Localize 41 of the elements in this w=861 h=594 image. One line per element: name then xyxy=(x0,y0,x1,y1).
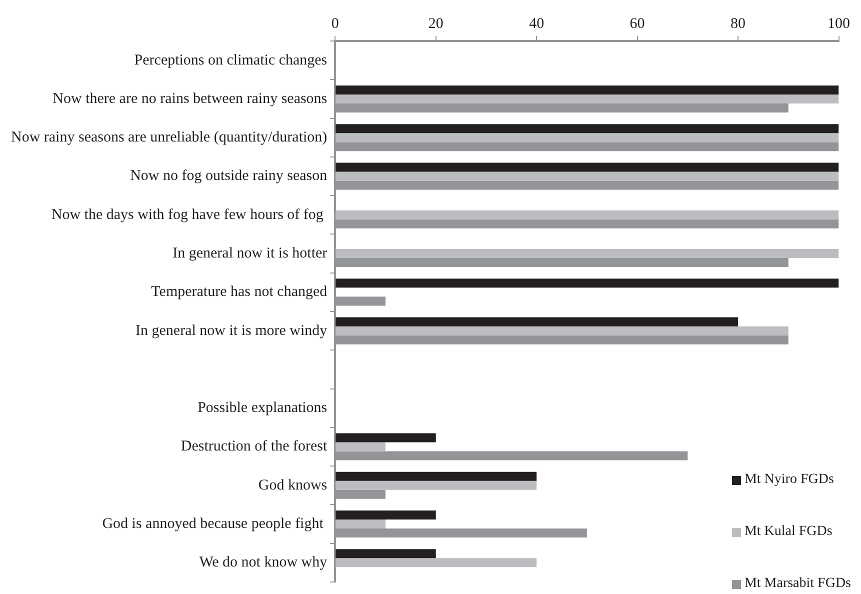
legend-label: Mt Kulal FGDs xyxy=(744,524,832,540)
bar xyxy=(336,210,839,220)
legend-label: Mt Marsabit FGDs xyxy=(744,576,851,592)
bar xyxy=(336,94,839,104)
x-tick-label: 100 xyxy=(828,16,850,32)
y-tick-label: Now rainy seasons are unreliable (quantity/duration) xyxy=(10,130,328,146)
y-tick-label: Perceptions on climatic changes xyxy=(134,52,328,68)
bar xyxy=(336,510,436,520)
bar xyxy=(336,85,839,94)
bar xyxy=(336,442,386,452)
y-tick-label: Now no fog outside rainy season xyxy=(130,168,328,184)
y-tick-label: Temperature has not changed xyxy=(151,284,328,300)
y-tick-label: In general now it is more windy xyxy=(136,322,328,339)
bar xyxy=(336,172,839,181)
x-tick-label: 60 xyxy=(630,16,645,32)
bar xyxy=(336,133,839,142)
bar xyxy=(336,472,537,481)
y-tick-label: In general now it is hotter xyxy=(172,245,328,262)
bar xyxy=(336,162,839,172)
bar xyxy=(336,249,839,258)
bar xyxy=(336,278,839,288)
x-tick-label: 20 xyxy=(428,16,444,32)
bar xyxy=(336,549,436,558)
x-tick-label: 80 xyxy=(730,16,746,32)
bar xyxy=(336,326,788,336)
bar xyxy=(336,520,386,529)
y-tick-label: We do not know why xyxy=(199,554,328,571)
y-tick-label: Now there are no rains between rainy seasons xyxy=(52,90,328,107)
y-tick-label: Now the days with fog have few hours of fog xyxy=(51,206,328,223)
y-tick-label: Possible explanations xyxy=(198,400,328,416)
y-tick-label: God knows xyxy=(258,477,328,494)
y-tick-label: Destruction of the forest xyxy=(180,438,328,455)
y-tick-label: God is annoyed because people fight xyxy=(102,516,328,532)
bar xyxy=(336,317,738,326)
x-tick-label: 0 xyxy=(331,16,339,32)
legend-label: Mt Nyiro FGDs xyxy=(744,472,834,488)
bar xyxy=(336,124,839,134)
bar xyxy=(336,433,436,442)
bar xyxy=(336,558,537,568)
x-tick-label: 40 xyxy=(529,16,544,32)
bar xyxy=(336,480,537,490)
